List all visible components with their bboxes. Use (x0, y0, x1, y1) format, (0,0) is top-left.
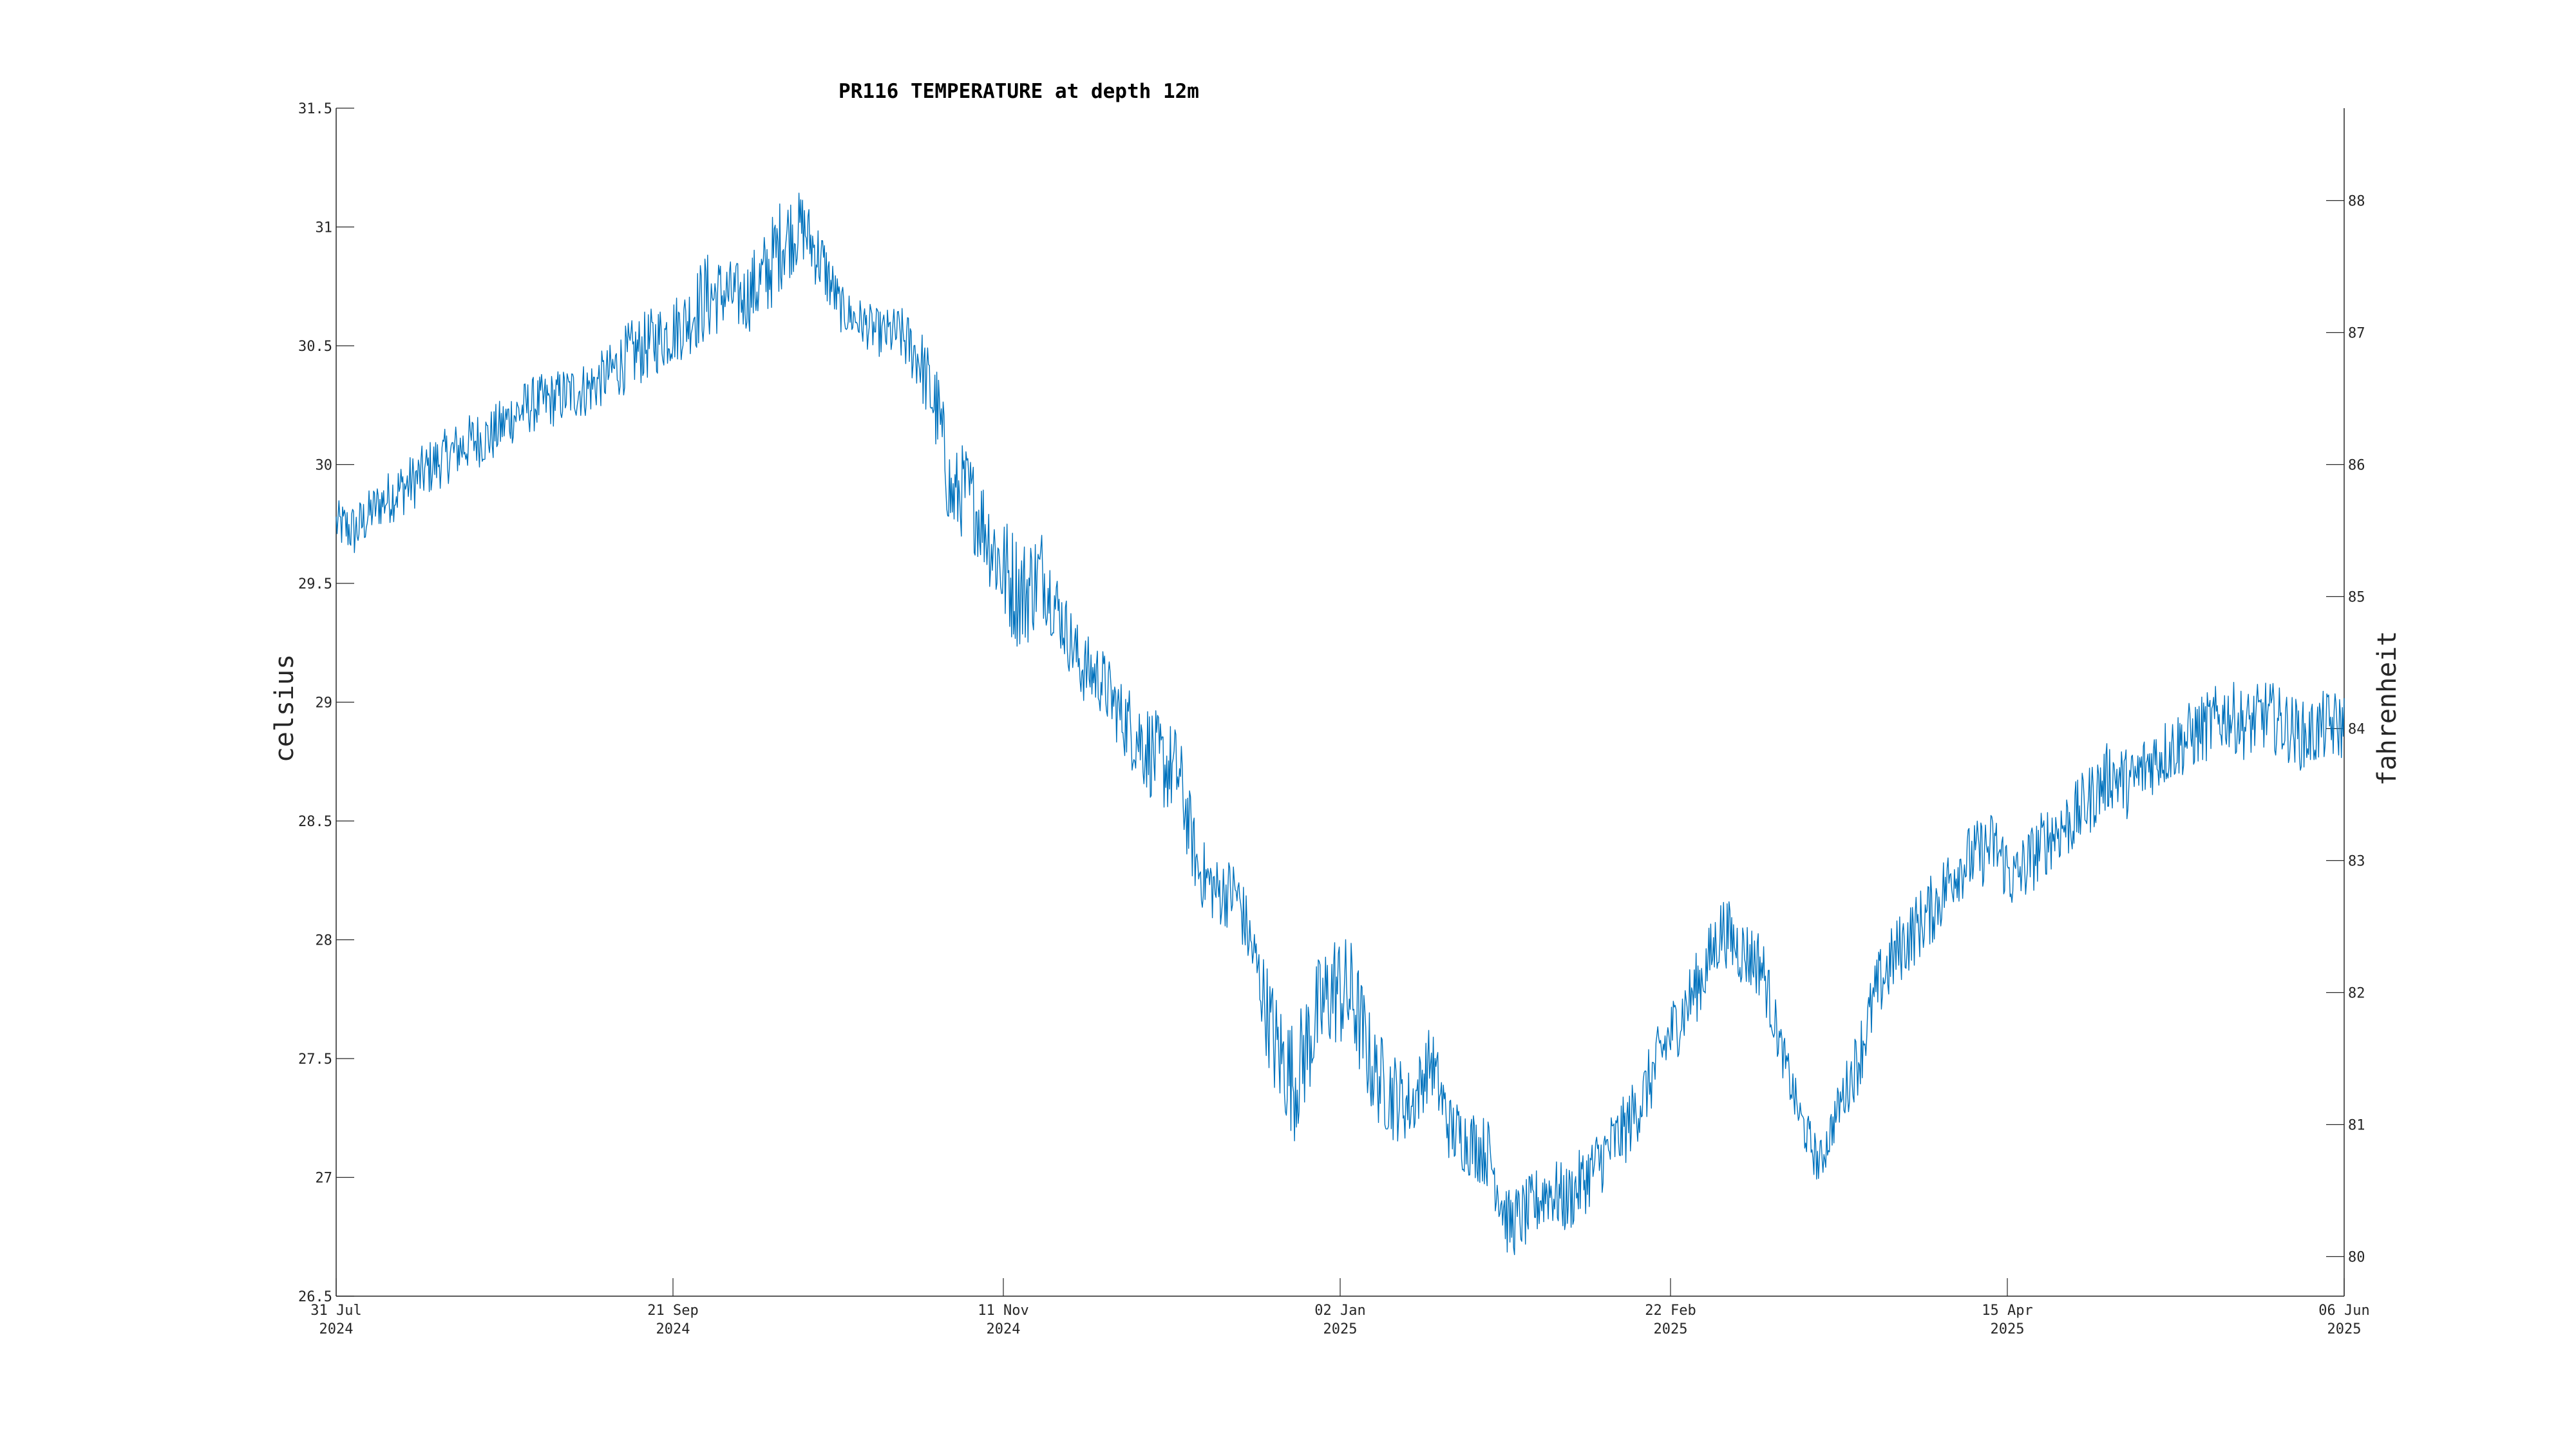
y-tick-label: 29 (316, 695, 333, 712)
series-group (336, 193, 2345, 1256)
x-tick-label: 11 Nov (978, 1303, 1028, 1319)
y-tick-label: 28.5 (298, 814, 332, 830)
y-tick-label: 28 (316, 933, 333, 949)
x-tick-label: 31 Jul (310, 1303, 361, 1319)
x-tick-label: 06 Jun (2318, 1303, 2369, 1319)
x-tick-year: 2025 (1323, 1321, 1358, 1337)
axes: 26.5 27 27.5 28 28.5 29 29.5 30 30.5 31 31.5 80 81 82… (298, 101, 2370, 1337)
x-tick-label: 15 Apr (1982, 1303, 2032, 1319)
y-axis-label-fahrenheit: fahrenheit (2372, 631, 2402, 786)
y2-tick-label: 81 (2348, 1118, 2365, 1134)
x-tick-label: 02 Jan (1314, 1303, 1365, 1319)
y-tick-label: 26.5 (298, 1289, 332, 1305)
y2-tick-label: 87 (2348, 326, 2365, 342)
y2-tick-label: 84 (2348, 722, 2365, 738)
chart-title: PR116 TEMPERATURE at depth 12m (838, 80, 1199, 103)
x-tick-year: 2025 (1990, 1321, 2024, 1337)
y-axis-label-celsius: celsius (270, 654, 299, 763)
temperature-series-line (336, 193, 2345, 1256)
y-tick-label: 30.5 (298, 339, 332, 355)
y-tick-label: 27 (316, 1171, 333, 1187)
y2-tick-label: 83 (2348, 854, 2365, 870)
y-tick-label: 31 (316, 220, 333, 236)
x-tick-year: 2025 (2327, 1321, 2362, 1337)
y2-tick-label: 80 (2348, 1250, 2365, 1266)
y2-tick-label: 82 (2348, 986, 2365, 1002)
x-tick-year: 2025 (1653, 1321, 1687, 1337)
y2-tick-label: 88 (2348, 194, 2365, 210)
y-tick-label: 30 (316, 458, 333, 474)
x-tick-year: 2024 (986, 1321, 1020, 1337)
x-tick-label: 22 Feb (1645, 1303, 1696, 1319)
x-tick-label: 21 Sep (647, 1303, 698, 1319)
x-tick-year: 2024 (656, 1321, 690, 1337)
y2-tick-label: 86 (2348, 458, 2365, 474)
y-tick-label: 31.5 (298, 101, 332, 117)
y2-tick-label: 85 (2348, 590, 2365, 606)
y-tick-label: 27.5 (298, 1051, 332, 1068)
x-tick-year: 2024 (319, 1321, 354, 1337)
y-tick-label: 29.5 (298, 576, 332, 592)
